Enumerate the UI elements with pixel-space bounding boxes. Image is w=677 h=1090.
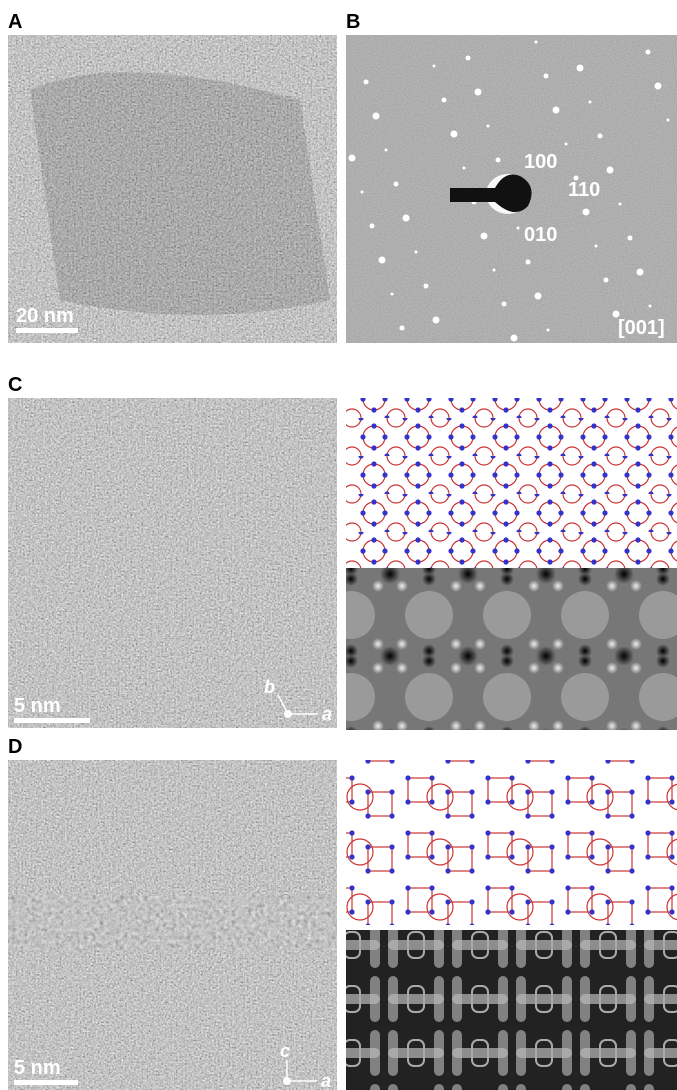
spot: [534, 40, 538, 44]
spot: [636, 268, 644, 276]
simulated-image: [346, 568, 677, 730]
spot: [543, 73, 549, 79]
spot: [546, 328, 550, 332]
spot: [582, 208, 590, 216]
beam-stop: [450, 174, 532, 213]
diffraction-spots: [348, 40, 670, 342]
crystal-region: [30, 72, 330, 315]
spot: [492, 268, 496, 272]
spot: [360, 190, 364, 194]
spot: [510, 334, 518, 342]
panel-label: D: [8, 736, 22, 758]
spot: [627, 235, 633, 241]
axis-label: c: [280, 1041, 290, 1061]
spot: [390, 292, 394, 296]
spot: [654, 82, 662, 90]
spot: [480, 232, 488, 240]
spot: [612, 310, 620, 318]
axis-label: a: [321, 1071, 331, 1090]
scale-bar: [16, 328, 78, 333]
scale-bar-label: 5 nm: [14, 695, 61, 717]
crystal-band: [8, 895, 337, 950]
spot: [618, 202, 622, 206]
spot: [495, 157, 501, 163]
spot: [378, 256, 386, 264]
scale-bar: [14, 718, 90, 723]
spot: [516, 226, 520, 230]
scale-bar-label: 5 nm: [14, 1057, 61, 1079]
spot: [606, 166, 614, 174]
spot: [363, 79, 369, 85]
spot: [348, 154, 356, 162]
spot: [372, 112, 380, 120]
spot: [474, 88, 482, 96]
spot: [666, 118, 670, 122]
spot: [450, 130, 458, 138]
panel-label: C: [8, 374, 22, 396]
spot: [576, 64, 584, 72]
spot: [597, 133, 603, 139]
structure-model: [346, 760, 677, 925]
axis-arrows: [286, 1060, 317, 1082]
spot: [465, 55, 471, 61]
structure-model: [346, 398, 677, 568]
index-label: 010: [524, 224, 557, 246]
simulated-image: [346, 930, 677, 1090]
spot: [525, 259, 531, 265]
spot: [603, 277, 609, 283]
spot: [399, 325, 405, 331]
spot: [423, 283, 429, 289]
spot: [552, 106, 560, 114]
zone-axis-label: [001]: [618, 317, 665, 339]
spot: [393, 181, 399, 187]
index-label: 100: [524, 151, 557, 173]
spot: [414, 250, 418, 254]
spot: [648, 304, 652, 308]
spot: [486, 124, 490, 128]
spot: [564, 142, 568, 146]
index-label: 110: [568, 179, 600, 201]
panel-label: A: [8, 11, 22, 33]
spot: [588, 100, 592, 104]
spot: [369, 223, 375, 229]
spot: [432, 316, 440, 324]
tem-image: [8, 35, 337, 343]
spot: [534, 292, 542, 300]
spot: [594, 244, 598, 248]
axis-label: b: [264, 677, 275, 697]
panel-label: B: [346, 11, 360, 33]
hrtem-image: [8, 398, 337, 728]
spot: [501, 301, 507, 307]
spot: [432, 64, 436, 68]
scale-bar: [14, 1080, 78, 1085]
spot: [573, 175, 579, 181]
spot: [384, 148, 388, 152]
scale-bar-label: 20 nm: [16, 305, 74, 327]
spot: [441, 97, 447, 103]
spot: [462, 166, 466, 170]
spot: [402, 214, 410, 222]
axis-arrows: [277, 694, 318, 715]
spot: [645, 49, 651, 55]
axis-label: a: [322, 704, 332, 724]
